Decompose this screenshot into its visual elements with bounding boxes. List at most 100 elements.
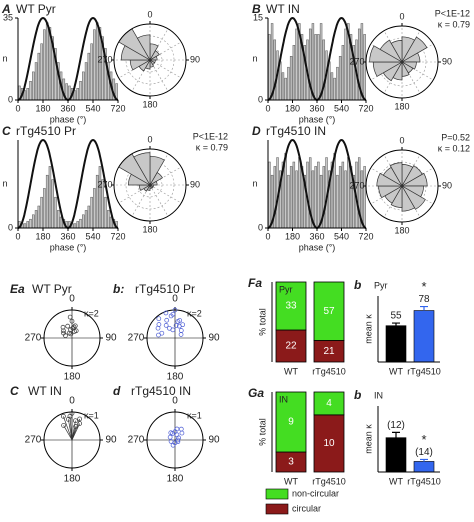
bar-segment bbox=[275, 281, 307, 331]
point bbox=[173, 323, 179, 328]
histogram-bar bbox=[45, 22, 49, 101]
histogram-bar bbox=[287, 66, 290, 101]
panel-label: b: bbox=[113, 282, 124, 296]
panel-label: b bbox=[354, 388, 361, 402]
point bbox=[66, 416, 71, 422]
rose-sector bbox=[390, 184, 403, 208]
histogram-bar bbox=[333, 77, 336, 101]
histogram-bar bbox=[284, 77, 287, 101]
segment-label: 22 bbox=[285, 341, 297, 352]
histogram-bar bbox=[32, 214, 35, 229]
rose-sector bbox=[148, 180, 158, 186]
theta-tick-label: 90 bbox=[208, 435, 220, 446]
histogram-bar bbox=[314, 166, 317, 229]
y-tick-label: 0 bbox=[258, 94, 263, 104]
legend-label: non-circular bbox=[292, 488, 339, 498]
histogram-bar bbox=[347, 157, 350, 229]
n-label: 78 bbox=[418, 294, 430, 305]
histogram-bar bbox=[319, 23, 323, 101]
y-tick-label: 0 bbox=[258, 222, 263, 232]
bar-segment bbox=[313, 281, 345, 341]
point bbox=[77, 416, 83, 422]
x-tick-label: WT bbox=[284, 476, 298, 486]
histogram-bar bbox=[57, 210, 60, 229]
histogram-bar bbox=[292, 161, 296, 229]
x-tick-label: 720 bbox=[358, 103, 373, 113]
point bbox=[168, 430, 174, 436]
rose-sector bbox=[133, 152, 151, 187]
histogram-bar bbox=[270, 23, 274, 101]
point bbox=[177, 318, 183, 323]
rose-sector bbox=[379, 39, 403, 63]
histogram-bar bbox=[29, 218, 32, 229]
histogram-bar bbox=[29, 81, 32, 101]
y-tick-label: 35 bbox=[3, 12, 13, 22]
x-tick-label: rTg4510 bbox=[312, 366, 346, 376]
histogram-bar bbox=[333, 152, 336, 229]
point bbox=[72, 323, 78, 329]
group-label: IN bbox=[374, 390, 383, 400]
histogram-bar bbox=[284, 152, 287, 229]
point bbox=[170, 311, 176, 317]
point bbox=[170, 327, 176, 333]
histogram-bar bbox=[341, 161, 345, 229]
point bbox=[178, 426, 184, 432]
panel-title: WT IN bbox=[28, 384, 62, 398]
bar bbox=[413, 310, 435, 363]
theta-tick-label: 270 bbox=[97, 54, 112, 64]
theta-tick-label: 90 bbox=[442, 180, 452, 190]
theta-tick-label: 90 bbox=[190, 54, 200, 64]
histogram-bar bbox=[79, 81, 82, 101]
n-label: (14) bbox=[415, 447, 433, 458]
y-axis-label: % total bbox=[257, 308, 267, 336]
histogram-bar bbox=[87, 205, 91, 229]
x-tick-label: 180 bbox=[285, 103, 300, 113]
point bbox=[63, 333, 68, 338]
point bbox=[70, 325, 76, 331]
histogram-bar bbox=[23, 90, 27, 101]
histogram-bar bbox=[336, 174, 339, 229]
stat-annotation: P<1E-12 bbox=[193, 131, 228, 141]
histogram-bar bbox=[314, 34, 317, 101]
spoke bbox=[149, 184, 182, 204]
bar bbox=[385, 325, 407, 363]
n-label: 55 bbox=[390, 311, 402, 322]
rose-sector bbox=[390, 40, 403, 64]
x-tick-label: 360 bbox=[309, 103, 324, 113]
point bbox=[179, 430, 185, 436]
point bbox=[61, 423, 66, 428]
histogram-bar bbox=[73, 90, 77, 101]
histogram-bar bbox=[26, 88, 29, 101]
legend-label: circular bbox=[292, 503, 321, 513]
histogram-bar bbox=[281, 72, 285, 101]
rose-sector bbox=[149, 50, 160, 61]
rose-sector bbox=[401, 36, 428, 63]
stat-annotation: P<1E-12 bbox=[435, 8, 470, 18]
panel-label: Fa bbox=[248, 276, 262, 290]
theta-tick-label: 270 bbox=[97, 179, 112, 189]
point bbox=[164, 317, 170, 323]
x-tick-label: 540 bbox=[85, 103, 100, 113]
x-axis-label: phase (°) bbox=[299, 114, 336, 124]
rose-sector bbox=[376, 172, 404, 187]
histogram-bar bbox=[295, 170, 298, 229]
x-tick-label: rTg4510 bbox=[407, 476, 441, 486]
group-label: IN bbox=[279, 394, 288, 404]
panel-title: rTg4510 IN bbox=[131, 384, 191, 398]
significance-mark: * bbox=[421, 279, 426, 294]
histogram-bar bbox=[51, 179, 54, 229]
segment-label: 10 bbox=[323, 438, 335, 449]
theta-tick-label: 90 bbox=[442, 56, 452, 66]
segment-label: 9 bbox=[288, 417, 294, 428]
x-tick-label: 180 bbox=[35, 103, 50, 113]
x-tick-label: 0 bbox=[265, 231, 270, 241]
histogram-bar bbox=[93, 188, 96, 229]
point bbox=[172, 307, 178, 313]
spoke bbox=[149, 59, 182, 79]
histogram-bar bbox=[45, 174, 49, 229]
histogram-bar bbox=[330, 72, 334, 101]
histogram-bar bbox=[23, 223, 27, 229]
theta-tick-label: 90 bbox=[105, 333, 117, 344]
x-tick-label: WT bbox=[389, 366, 403, 376]
